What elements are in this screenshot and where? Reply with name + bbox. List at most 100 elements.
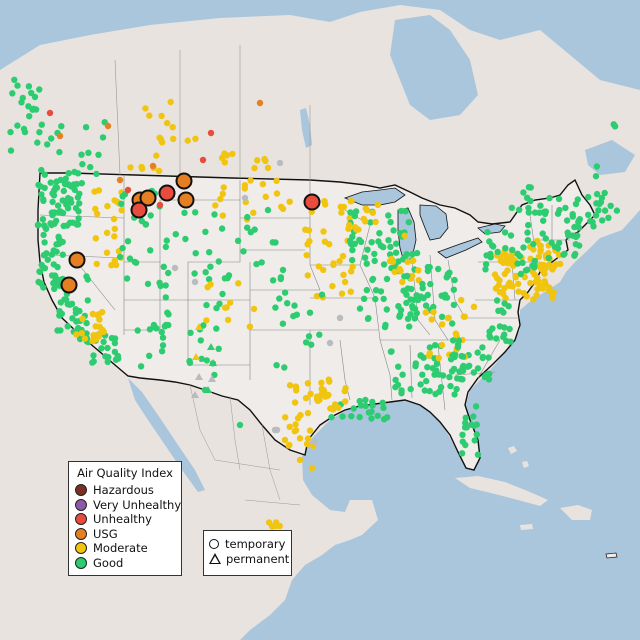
monitor-marker <box>537 242 544 250</box>
monitor-marker <box>187 329 194 336</box>
monitor-marker <box>564 229 571 236</box>
monitor-marker <box>336 258 343 265</box>
monitor-marker <box>393 240 400 247</box>
monitor-marker <box>215 345 222 352</box>
monitor-marker <box>307 390 314 398</box>
monitor-marker <box>36 86 43 93</box>
monitor-marker <box>55 208 63 216</box>
permanent-legend-row: permanent <box>209 552 289 567</box>
monitor-marker <box>340 203 348 211</box>
monitor-marker <box>314 397 321 405</box>
monitor-marker <box>448 368 456 375</box>
monitor-marker <box>525 221 532 229</box>
monitor-marker <box>507 338 514 345</box>
monitor-marker <box>38 166 45 174</box>
monitor-marker <box>60 187 67 195</box>
monitor-marker <box>342 398 349 405</box>
monitor-marker <box>85 149 92 156</box>
monitor-marker <box>147 247 154 254</box>
monitor-marker <box>520 189 527 196</box>
monitor-marker <box>111 233 118 240</box>
aqi-swatch <box>75 513 87 526</box>
monitor-marker <box>531 271 538 278</box>
lake-huron <box>419 204 449 241</box>
monitor-marker <box>142 221 149 228</box>
monitor-marker <box>57 176 64 184</box>
monitor-marker <box>501 285 508 292</box>
monitor-marker <box>351 224 359 231</box>
monitor-marker <box>42 225 50 233</box>
monitor-marker <box>207 281 214 288</box>
monitor-marker <box>516 206 523 213</box>
monitor-marker <box>387 348 395 355</box>
monitor-marker <box>102 353 109 360</box>
monitor-marker <box>83 319 90 327</box>
monitor-marker <box>126 255 134 262</box>
monitor-marker <box>398 390 405 397</box>
monitor-marker <box>462 441 469 449</box>
monitor-marker <box>305 227 313 234</box>
monitor-marker <box>184 137 191 144</box>
monitor-marker <box>9 90 16 97</box>
monitor-marker <box>545 287 553 294</box>
monitor-marker <box>407 385 414 393</box>
monitor-marker <box>338 290 346 297</box>
monitor-marker <box>203 317 210 324</box>
monitor-marker <box>304 435 312 442</box>
monitor-marker <box>556 206 563 214</box>
monitor-marker <box>605 214 612 221</box>
monitor-marker <box>536 209 543 216</box>
monitor-marker <box>304 241 311 248</box>
hispaniola-land <box>560 505 592 520</box>
monitor-marker <box>198 355 205 362</box>
monitor-marker <box>509 246 516 254</box>
monitor-marker <box>251 164 258 172</box>
monitor-marker <box>347 209 354 216</box>
monitor-marker <box>449 320 456 327</box>
monitor-marker <box>491 271 499 278</box>
monitor-marker <box>482 261 490 268</box>
monitor-marker <box>165 269 172 277</box>
monitor-marker <box>351 240 358 247</box>
monitor-marker <box>479 354 486 362</box>
monitor-marker <box>64 301 72 308</box>
monitor-marker <box>470 413 477 420</box>
monitor-marker <box>281 436 289 444</box>
monitor-marker-large <box>158 184 176 202</box>
monitor-marker <box>124 238 132 245</box>
monitor-marker <box>223 152 231 159</box>
monitor-marker <box>112 261 120 269</box>
monitor-marker <box>537 202 544 209</box>
monitor-marker <box>292 384 300 391</box>
monitor-marker <box>377 288 385 295</box>
monitor-marker <box>276 159 284 167</box>
monitor-marker <box>524 266 531 273</box>
monitor-marker <box>445 314 452 321</box>
permanent-marker <box>195 373 203 380</box>
monitor-marker <box>146 112 153 119</box>
monitor-marker <box>272 519 280 526</box>
monitor-marker <box>315 263 322 270</box>
monitor-marker <box>549 266 556 273</box>
hudson-bay <box>390 15 478 120</box>
monitor-marker <box>240 248 247 255</box>
monitor-marker <box>272 239 279 246</box>
monitor-marker <box>234 237 242 244</box>
monitor-marker <box>557 260 564 268</box>
monitor-marker <box>401 232 408 239</box>
monitor-marker <box>277 275 284 283</box>
monitor-marker <box>575 224 583 231</box>
monitor-marker <box>254 157 261 164</box>
monitor-marker <box>250 305 258 313</box>
monitor-marker <box>158 328 165 336</box>
monitor-marker <box>508 204 515 211</box>
monitor-marker <box>399 371 406 378</box>
monitor-marker <box>227 299 234 306</box>
permanent-marker <box>209 359 217 366</box>
monitor-marker <box>504 260 512 267</box>
monitor-marker <box>21 128 29 136</box>
monitor-marker <box>349 246 356 254</box>
monitor-marker <box>49 198 56 206</box>
monitor-marker <box>217 195 224 203</box>
monitor-marker <box>160 263 167 270</box>
